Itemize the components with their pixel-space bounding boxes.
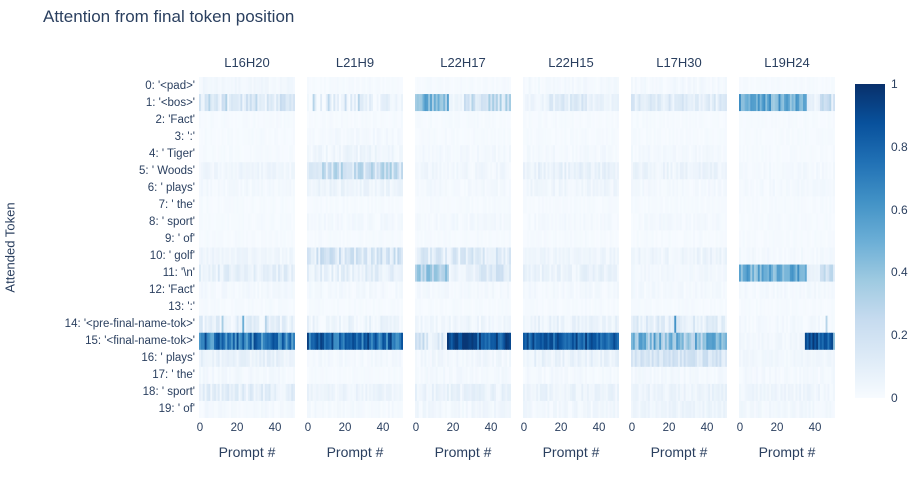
- subplot-title: L19H24: [764, 55, 810, 70]
- heatmap-canvas-l17h30[interactable]: [631, 77, 727, 418]
- colorbar-tick-labels: 1 0.8 0.6 0.4 0.2 0: [891, 77, 912, 405]
- subplot-title: L17H30: [656, 55, 702, 70]
- subplot-title: L22H17: [440, 55, 486, 70]
- heatmap-canvas-l21h9[interactable]: [307, 77, 403, 418]
- x-axis-title: Prompt #: [434, 444, 492, 460]
- x-axis-title: Prompt #: [650, 444, 708, 460]
- x-tick-labels: 0 20 40: [412, 422, 511, 436]
- x-tick-label: 40: [700, 422, 714, 434]
- x-tick-label: 20: [338, 422, 352, 434]
- subplot-title: L21H9: [335, 55, 375, 70]
- subplot-title: L22H15: [548, 55, 594, 70]
- heatmap-canvas-l16h20[interactable]: [199, 77, 295, 418]
- x-tick-label: 20: [770, 422, 784, 434]
- x-axis-title: Prompt #: [218, 444, 276, 460]
- y-tick-label: 13: ':': [168, 301, 195, 314]
- colorbar-tick-label: 0.6: [891, 202, 908, 217]
- heatmap-panel-l22h15: L22H15 0 20 40 Prompt #: [521, 55, 619, 460]
- y-tick-label: 0: '<pad>': [145, 79, 195, 92]
- y-tick-label: 19: ' of': [158, 403, 195, 416]
- heatmap-panel-l22h17: L22H17 0 20 40 Prompt #: [413, 55, 511, 460]
- subplot-title: L16H20: [224, 55, 270, 70]
- x-tick-label: 0: [304, 422, 312, 434]
- y-tick-label: 11: '\n': [162, 267, 195, 280]
- heatmap-canvas-l22h15[interactable]: [523, 77, 619, 418]
- heatmap-panel-l19h24: L19H24 0 20 40 Prompt #: [737, 55, 835, 460]
- y-tick-label: 16: ' plays': [141, 352, 195, 365]
- x-tick-label: 40: [484, 422, 498, 434]
- x-tick-label: 20: [662, 422, 676, 434]
- colorbar: 1 0.8 0.6 0.4 0.2 0: [855, 77, 908, 405]
- chart-title: Attention from final token position: [43, 7, 295, 26]
- x-tick-label: 0: [628, 422, 636, 434]
- colorbar-tick-label: 0.4: [891, 265, 908, 280]
- heatmap-panel-l21h9: L21H9 0 20 40 Prompt #: [305, 55, 403, 460]
- heatmap-panel-l16h20: L16H20 0 20 40 Prompt #: [197, 55, 295, 460]
- x-tick-labels: 0 20 40: [736, 422, 835, 436]
- x-tick-labels: 0 20 40: [520, 422, 619, 436]
- colorbar-tick-label: 0: [891, 391, 898, 405]
- x-tick-label: 20: [446, 422, 460, 434]
- heatmap-canvas-l22h17[interactable]: [415, 77, 511, 418]
- x-tick-label: 40: [268, 422, 282, 434]
- x-tick-label: 20: [230, 422, 244, 434]
- x-tick-label: 20: [554, 422, 568, 434]
- y-tick-label: 12: 'Fact': [149, 284, 195, 297]
- y-tick-label: 10: ' golf': [149, 249, 195, 262]
- x-tick-label: 0: [412, 422, 420, 434]
- y-tick-label: 6: ' plays': [147, 181, 195, 194]
- x-axis-title: Prompt #: [758, 444, 816, 460]
- colorbar-tick-label: 1: [891, 77, 898, 91]
- colorbar-tick-label: 0.8: [891, 139, 908, 154]
- x-tick-labels: 0 20 40: [628, 422, 727, 436]
- y-tick-label: 5: ' Woods': [139, 164, 195, 177]
- y-tick-labels: 0: '<pad>' 1: '<bos>' 2: 'Fact' 3: ':' 4…: [0, 77, 195, 418]
- y-tick-label: 18: ' sport': [142, 386, 195, 399]
- heatmap-panel-l17h30: L17H30 0 20 40 Prompt #: [629, 55, 727, 460]
- y-tick-label: 2: 'Fact': [155, 113, 195, 126]
- heatmap-canvas-l19h24[interactable]: [739, 77, 835, 418]
- x-tick-label: 0: [196, 422, 204, 434]
- x-tick-label: 40: [592, 422, 606, 434]
- y-tick-label: 3: ':': [174, 130, 195, 143]
- y-tick-label: 17: ' the': [152, 369, 195, 382]
- y-tick-label: 1: '<bos>': [145, 96, 195, 109]
- y-tick-label: 8: ' sport': [149, 215, 195, 228]
- x-tick-label: 0: [520, 422, 528, 434]
- x-axis-title: Prompt #: [542, 444, 600, 460]
- colorbar-gradient: [855, 84, 885, 398]
- y-tick-label: 7: ' the': [158, 198, 195, 211]
- x-tick-label: 40: [376, 422, 390, 434]
- x-tick-label: 0: [736, 422, 744, 434]
- colorbar-tick-label: 0.2: [891, 328, 908, 343]
- y-tick-label: 4: ' Tiger': [149, 147, 195, 160]
- y-tick-label: 15: '<final-name-tok>': [85, 335, 195, 348]
- x-tick-label: 40: [808, 422, 822, 434]
- x-tick-labels: 0 20 40: [196, 422, 295, 436]
- y-tick-label: 9: ' of': [165, 232, 195, 245]
- y-tick-label: 14: '<pre-final-name-tok>': [64, 318, 195, 331]
- x-tick-labels: 0 20 40: [304, 422, 403, 436]
- x-axis-title: Prompt #: [326, 444, 384, 460]
